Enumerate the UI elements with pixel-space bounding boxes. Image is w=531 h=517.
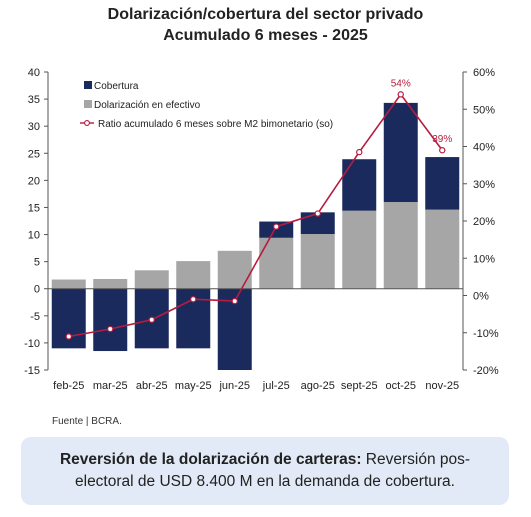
chart: -15 -10 -5 0 5 10 15 20 25 30 35 40 -20% -10% 0% 10% 20%… bbox=[24, 67, 499, 392]
y-right-tick-label: 60% bbox=[473, 67, 495, 79]
ratio-point bbox=[356, 148, 363, 156]
bar-dolarizacion bbox=[51, 279, 86, 289]
y-right-tick-label: 20% bbox=[473, 216, 495, 228]
bar-dolarizacion bbox=[217, 250, 252, 289]
legend-swatch-ratio-point bbox=[84, 120, 90, 126]
x-tick-label: ago-25 bbox=[301, 380, 335, 392]
ratio-point bbox=[439, 147, 446, 154]
y-left-tick-label: 25 bbox=[28, 148, 40, 160]
bar-dolarizacion bbox=[259, 237, 294, 289]
ratio-point bbox=[397, 91, 404, 98]
bar-cobertura bbox=[300, 212, 335, 235]
x-tick-label: oct-25 bbox=[385, 380, 416, 392]
bar-dolarizacion bbox=[300, 234, 335, 289]
ratio-data-label: 39% bbox=[432, 134, 452, 145]
y-left-tick-label: -10 bbox=[24, 338, 40, 350]
bar-dolarizacion bbox=[383, 202, 418, 289]
y-left-tick-label: 10 bbox=[28, 230, 40, 242]
legend-label-cobertura: Cobertura bbox=[94, 81, 139, 92]
y-left-tick-label: 20 bbox=[28, 175, 40, 187]
y-right-tick-label: -10% bbox=[473, 328, 499, 340]
source-note: Fuente | BCRA. bbox=[52, 416, 122, 427]
y-right-tick-label: 50% bbox=[473, 104, 495, 116]
ratio-point bbox=[231, 297, 238, 305]
legend-swatch-cobertura bbox=[84, 81, 92, 89]
y-right-tick-label: 0% bbox=[473, 291, 489, 303]
bar-dolarizacion bbox=[425, 209, 460, 289]
callout-text: Reversión pos-electoral de USD 8.400 M e… bbox=[75, 451, 471, 490]
y-right-tick-label: 30% bbox=[473, 179, 495, 191]
y-right-tick-label: 40% bbox=[473, 142, 495, 154]
y-left-tick-label: 30 bbox=[28, 121, 40, 133]
x-tick-label: may-25 bbox=[175, 380, 212, 392]
x-tick-label: jul-25 bbox=[262, 380, 290, 392]
bar-cobertura bbox=[342, 159, 377, 211]
callout-heading: Reversión de la dolarización de carteras… bbox=[59, 451, 362, 468]
chart-title-line1: Dolarización/cobertura del sector privad… bbox=[107, 6, 424, 23]
ratio-point bbox=[273, 223, 280, 230]
x-tick-label: jun-25 bbox=[218, 380, 250, 392]
ratio-point bbox=[65, 333, 72, 340]
x-tick-label: abr-25 bbox=[136, 380, 168, 392]
bar-cobertura bbox=[425, 157, 460, 210]
y-right-tick-label: 10% bbox=[473, 253, 495, 265]
legend-label-dolarizacion: Dolarización en efectivo bbox=[94, 100, 201, 111]
chart-subtitle: Acumulado 6 meses - 2025 bbox=[163, 27, 368, 44]
x-tick-label: mar-25 bbox=[93, 380, 128, 392]
callout-box: Reversión de la dolarización de carteras… bbox=[21, 437, 509, 505]
x-tick-label: feb-25 bbox=[53, 380, 84, 392]
x-tick-label: nov-25 bbox=[425, 380, 459, 392]
ratio-point bbox=[190, 296, 197, 303]
y-left-tick-label: 5 bbox=[34, 257, 40, 269]
y-left-tick-label: -5 bbox=[30, 311, 40, 323]
y-left-tick-label: 35 bbox=[28, 94, 40, 106]
ratio-data-label: 54% bbox=[391, 78, 411, 89]
y-left-tick-label: -15 bbox=[24, 365, 40, 377]
ratio-point bbox=[148, 316, 155, 323]
ratio-line bbox=[68, 92, 443, 338]
ratio-point bbox=[314, 210, 321, 217]
ratio-point bbox=[107, 325, 114, 333]
bar-cobertura bbox=[383, 102, 418, 203]
y-right-tick-label: -20% bbox=[473, 365, 499, 377]
bar-cobertura bbox=[93, 288, 128, 352]
y-left-tick-label: 15 bbox=[28, 202, 40, 214]
legend-swatch-dolarizacion bbox=[84, 100, 92, 108]
bar-dolarizacion bbox=[93, 278, 128, 289]
bar-dolarizacion bbox=[342, 210, 377, 289]
y-left-tick-label: 40 bbox=[28, 67, 40, 79]
legend-label-ratio: Ratio acumulado 6 meses sobre M2 bimonet… bbox=[98, 119, 333, 130]
chart-title: Dolarización/cobertura del sector privad… bbox=[0, 4, 531, 46]
x-tick-label: sept-25 bbox=[341, 380, 378, 392]
bar-dolarizacion bbox=[176, 261, 211, 289]
y-left-tick-label: 0 bbox=[34, 284, 40, 296]
bar-dolarizacion bbox=[134, 270, 169, 289]
